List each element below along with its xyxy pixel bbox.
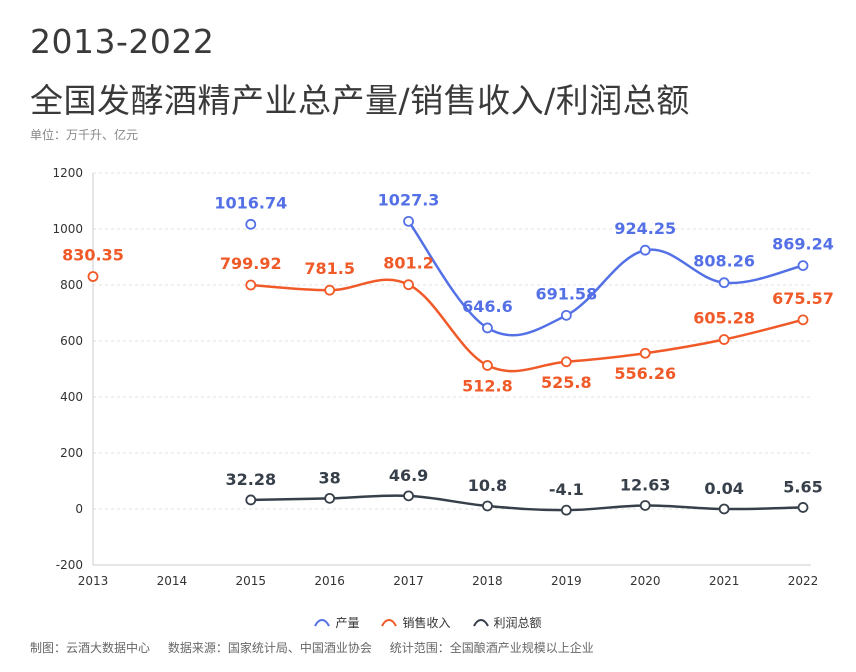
x-tick-label: 2019: [551, 574, 582, 588]
legend: 产量 销售收入 利润总额: [0, 614, 856, 631]
data-label: 675.57: [772, 289, 834, 308]
data-label: 605.28: [693, 309, 755, 328]
data-point: [560, 504, 572, 516]
data-point: [403, 215, 414, 227]
data-label: 646.6: [462, 297, 513, 316]
data-point: [639, 347, 651, 359]
data-point: [245, 279, 257, 291]
legend-item[interactable]: 产量: [314, 614, 359, 631]
legend-swatch: [381, 618, 398, 626]
legend-item[interactable]: 利润总额: [472, 614, 542, 631]
data-point: [403, 490, 414, 502]
x-tick-label: 2020: [630, 574, 661, 588]
data-point: [797, 314, 809, 326]
data-point: [560, 309, 572, 321]
data-point: [718, 334, 730, 345]
unit-label: 单位：万千升、亿元: [30, 128, 139, 142]
data-point: [797, 502, 809, 513]
legend-swatch: [472, 618, 489, 626]
line-chart: -200 0 200 400 600 800 1000 1200 2013 2014 2015 201…: [52, 166, 834, 588]
legend-label: 销售收入: [402, 616, 451, 630]
data-point: [482, 500, 493, 512]
data-label: 32.28: [225, 470, 276, 489]
data-point: [324, 492, 336, 504]
data-label: 46.9: [389, 466, 428, 485]
x-tick-label: 2015: [236, 574, 267, 588]
x-tick-label: 2017: [393, 574, 424, 588]
x-tick-label: 2018: [472, 574, 503, 588]
data-label: 799.92: [220, 254, 282, 273]
data-label: 10.8: [468, 476, 507, 495]
data-label: 781.5: [304, 259, 355, 278]
data-point: [560, 356, 572, 368]
data-point: [324, 284, 336, 296]
y-tick-label: 0: [75, 502, 83, 516]
legend-swatch-line: [472, 618, 489, 626]
legend-swatch-line: [314, 618, 331, 626]
y-tick-label: 200: [60, 446, 83, 460]
y-tick-label: 800: [60, 278, 83, 292]
legend-swatch-line: [381, 618, 398, 626]
series-line-2: [250, 494, 804, 512]
y-tick-label: -200: [56, 558, 83, 572]
data-point: [403, 279, 414, 291]
data-label: 0.04: [704, 479, 743, 498]
data-point: [639, 500, 651, 511]
series-line-1: [250, 278, 804, 373]
data-label: 801.2: [383, 254, 434, 273]
x-tick-label: 2013: [78, 574, 109, 588]
data-label: 1016.74: [214, 193, 287, 212]
data-label: 525.8: [541, 373, 592, 392]
data-label: 5.65: [783, 477, 822, 496]
data-label: 556.26: [614, 364, 676, 383]
data-label: 924.25: [614, 219, 676, 238]
data-point: [482, 322, 493, 334]
data-point: [639, 244, 651, 256]
data-point: [245, 218, 257, 230]
footer: 制图：云酒大数据中心 数据来源：国家统计局、中国酒业协会 统计范围：全国酿酒产业…: [30, 639, 608, 656]
y-tick-label: 600: [60, 334, 83, 348]
legend-item[interactable]: 销售收入: [381, 614, 451, 631]
data-label: 691.58: [535, 284, 597, 303]
data-label: 1027.3: [378, 190, 440, 209]
legend-label: 利润总额: [493, 616, 542, 630]
chart-title: 全国发酵酒精产业总产量/销售收入/利润总额: [30, 81, 690, 120]
data-label: 869.24: [772, 235, 834, 254]
data-point: [718, 277, 730, 289]
x-tick-label: 2022: [788, 574, 819, 588]
data-point: [482, 360, 493, 371]
data-label: 12.63: [620, 475, 671, 494]
legend-swatch: [314, 618, 331, 626]
y-tick-label: 1000: [52, 222, 83, 236]
x-tick-label: 2021: [709, 574, 740, 588]
x-tick-label: 2016: [314, 574, 345, 588]
footer-source: 数据来源：国家统计局、中国酒业协会: [167, 641, 372, 655]
y-tick-label: 1200: [52, 166, 83, 180]
data-point: [245, 494, 257, 506]
data-label: -4.1: [549, 480, 584, 499]
data-label: 830.35: [62, 246, 124, 265]
data-label: 808.26: [693, 252, 755, 271]
data-point: [718, 503, 730, 515]
data-point: [797, 260, 809, 272]
legend-label: 产量: [335, 616, 360, 630]
data-point: [87, 271, 99, 282]
x-tick-label: 2014: [157, 574, 188, 588]
footer-scope: 统计范围：全国酿酒产业规模以上企业: [389, 641, 594, 655]
data-label: 512.8: [462, 376, 513, 395]
y-tick-label: 400: [60, 390, 83, 404]
chart-title-years: 2013-2022: [30, 22, 215, 61]
footer-made-by: 制图：云酒大数据中心: [30, 641, 151, 655]
data-label: 38: [319, 468, 341, 487]
